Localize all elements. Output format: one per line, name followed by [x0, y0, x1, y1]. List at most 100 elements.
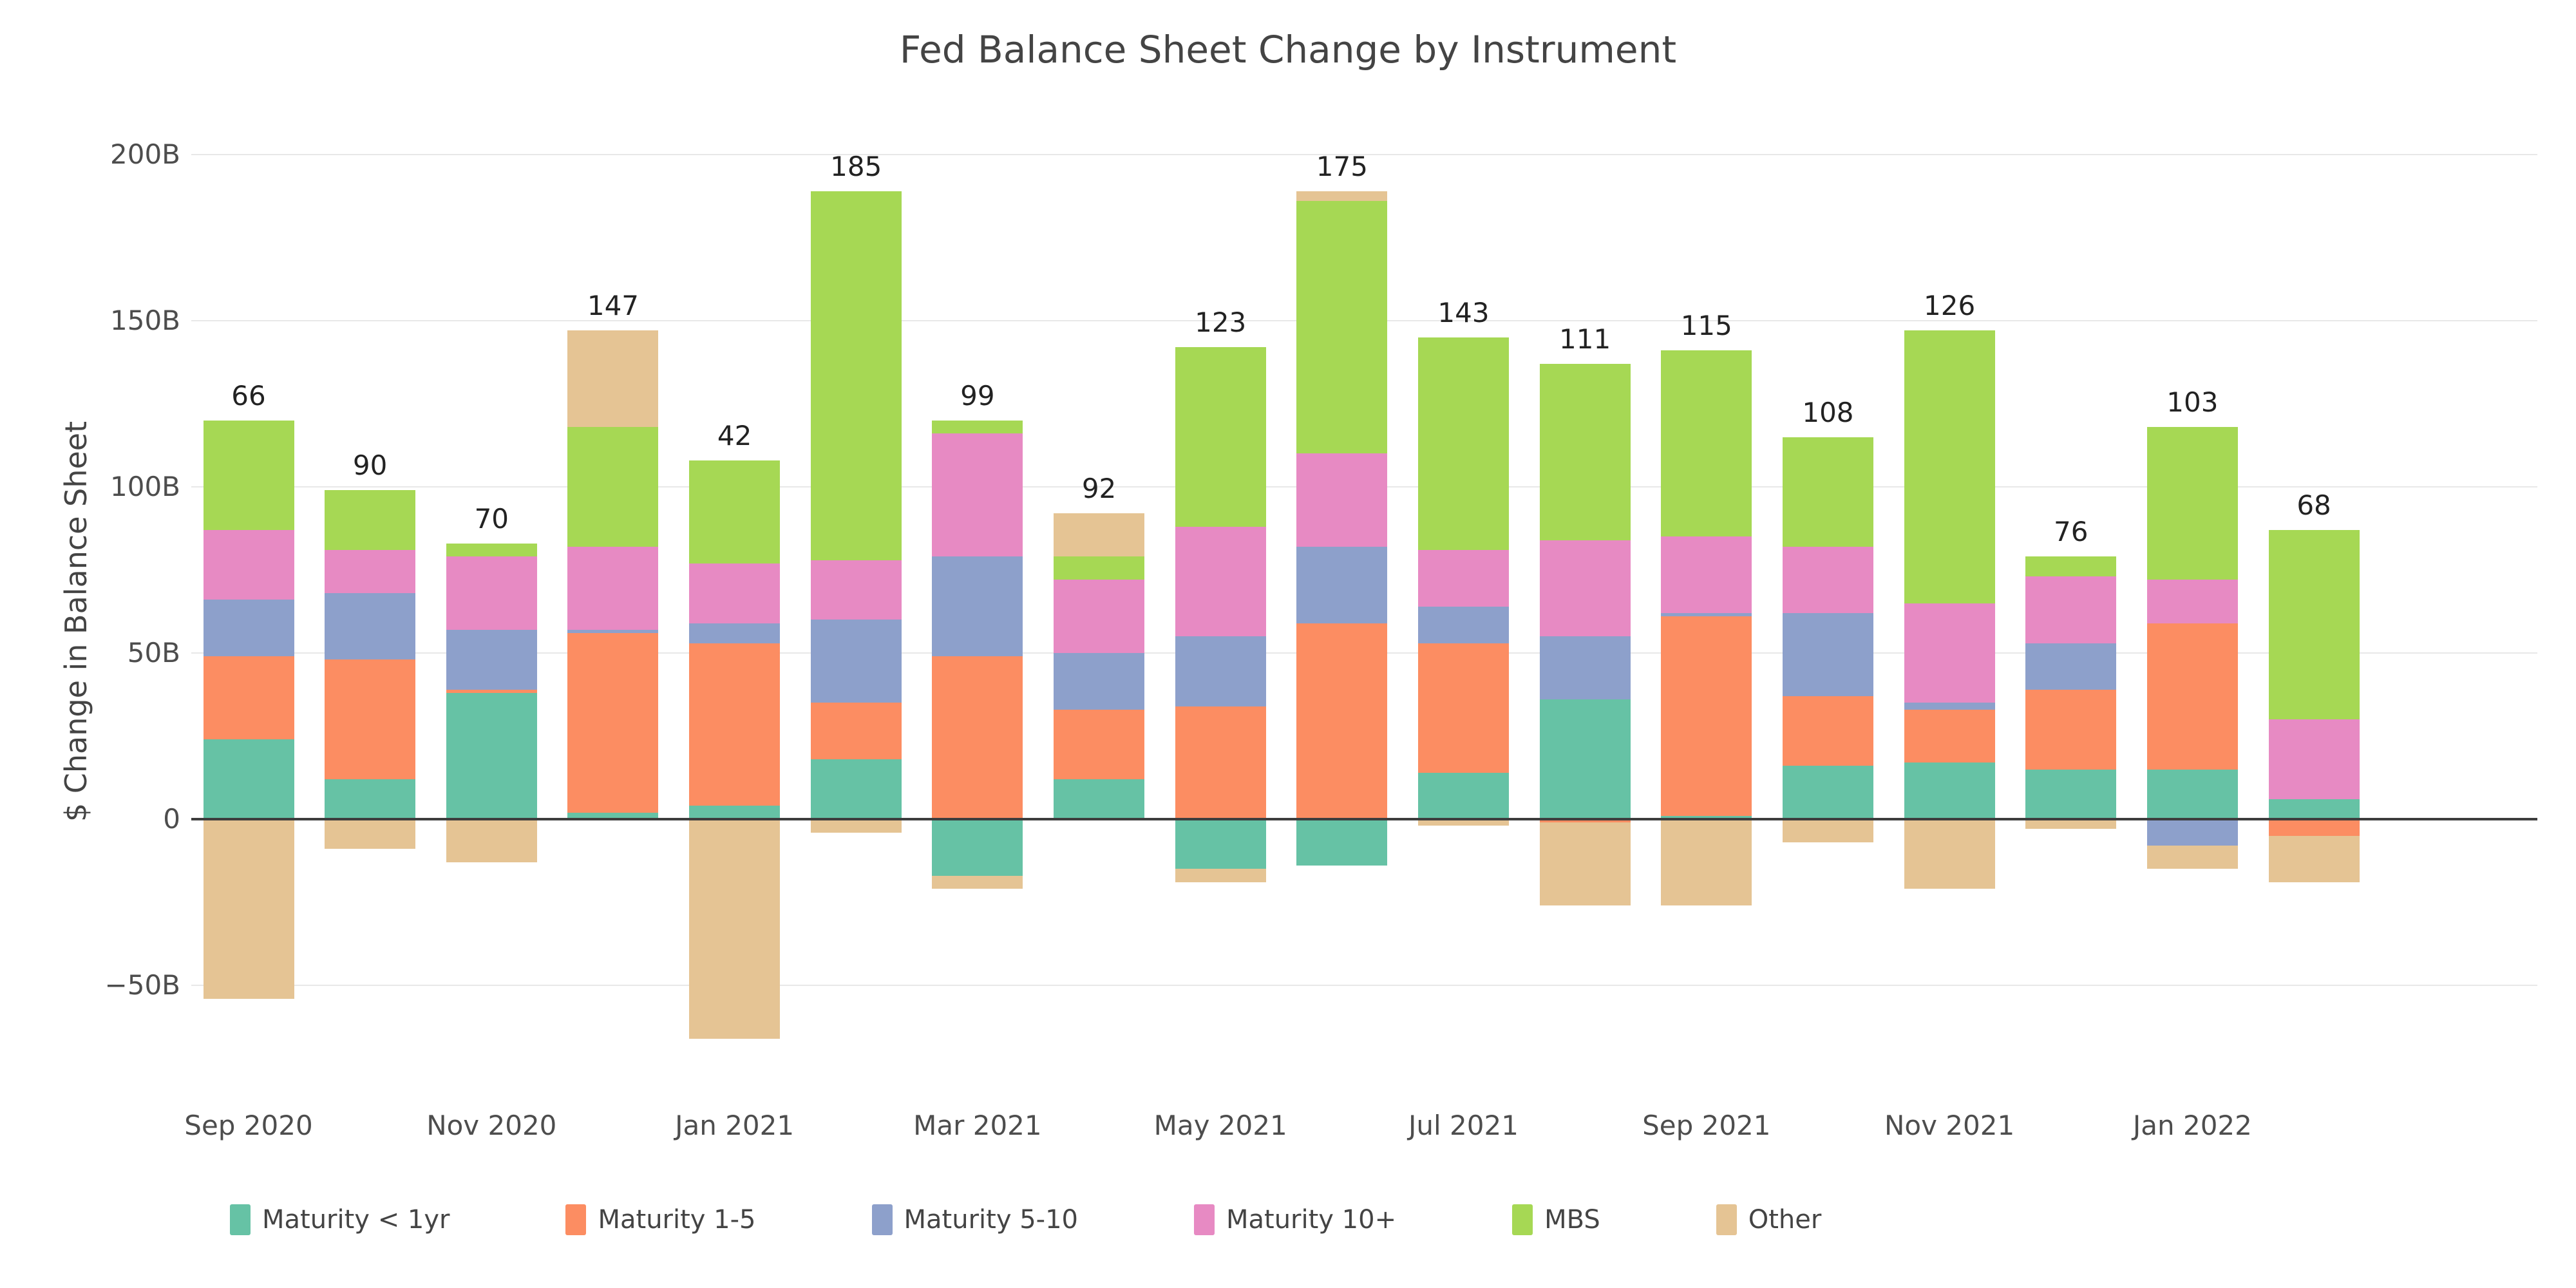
bar-segment-other[interactable]: [1054, 513, 1145, 557]
bar-segment-maturity-lt-1yr[interactable]: [1539, 699, 1631, 819]
bar-segment-mbs[interactable]: [2025, 556, 2117, 577]
bar-segment-mbs[interactable]: [446, 543, 537, 557]
bar-segment-maturity-5-10[interactable]: [1661, 613, 1752, 617]
bar-segment-maturity-5-10[interactable]: [2025, 643, 2117, 690]
bar-segment-maturity-1-5[interactable]: [1661, 616, 1752, 816]
bar-segment-mbs[interactable]: [567, 427, 659, 547]
bar-segment-maturity-lt-1yr[interactable]: [2268, 799, 2360, 819]
bar-segment-other[interactable]: [203, 819, 294, 999]
bar-segment-maturity-1-5[interactable]: [1054, 709, 1145, 780]
bar-segment-maturity-lt-1yr[interactable]: [2146, 769, 2238, 819]
bar-segment-maturity-10-plus[interactable]: [810, 560, 902, 620]
bar-segment-other[interactable]: [2146, 846, 2238, 869]
bar-segment-maturity-1-5[interactable]: [1175, 706, 1266, 819]
bar-segment-maturity-10-plus[interactable]: [1418, 550, 1509, 607]
bar-segment-maturity-10-plus[interactable]: [2268, 719, 2360, 800]
bar-segment-maturity-5-10[interactable]: [1296, 546, 1388, 623]
bar-segment-maturity-10-plus[interactable]: [1539, 540, 1631, 637]
bar-segment-mbs[interactable]: [810, 191, 902, 560]
bar-segment-maturity-lt-1yr[interactable]: [567, 812, 659, 819]
bar-segment-other[interactable]: [1418, 819, 1509, 826]
bar-segment-other[interactable]: [567, 330, 659, 428]
bar-segment-maturity-10-plus[interactable]: [1296, 453, 1388, 547]
bar-segment-other[interactable]: [1661, 819, 1752, 906]
bar-segment-maturity-lt-1yr[interactable]: [1175, 819, 1266, 869]
bar-segment-mbs[interactable]: [689, 460, 781, 564]
bar-segment-maturity-5-10[interactable]: [567, 629, 659, 634]
bar-segment-maturity-1-5[interactable]: [2025, 689, 2117, 770]
bar-segment-other[interactable]: [2268, 835, 2360, 883]
bar-segment-other[interactable]: [446, 819, 537, 863]
bar-segment-maturity-lt-1yr[interactable]: [1418, 772, 1509, 819]
bar-segment-other[interactable]: [325, 819, 416, 849]
bar-segment-maturity-lt-1yr[interactable]: [203, 739, 294, 819]
bar-segment-maturity-5-10[interactable]: [689, 623, 781, 643]
bar-segment-other[interactable]: [810, 819, 902, 833]
bar-segment-maturity-10-plus[interactable]: [1661, 536, 1752, 614]
bar-segment-maturity-5-10[interactable]: [203, 600, 294, 657]
bar-segment-maturity-10-plus[interactable]: [203, 530, 294, 600]
bar-segment-maturity-10-plus[interactable]: [325, 550, 416, 594]
bar-segment-maturity-1-5[interactable]: [567, 633, 659, 813]
bar-segment-maturity-10-plus[interactable]: [1175, 526, 1266, 637]
bar-segment-maturity-1-5[interactable]: [446, 689, 537, 693]
legend-item-maturity-10-plus[interactable]: Maturity 10+: [1193, 1204, 1396, 1235]
bar-segment-maturity-lt-1yr[interactable]: [1054, 779, 1145, 819]
bar-segment-maturity-1-5[interactable]: [932, 656, 1023, 819]
bar-segment-maturity-1-5[interactable]: [1296, 623, 1388, 819]
bar-segment-other[interactable]: [1904, 819, 1995, 889]
legend-item-maturity-lt-1yr[interactable]: Maturity < 1yr: [230, 1204, 450, 1235]
bar-segment-maturity-5-10[interactable]: [932, 556, 1023, 657]
bar-segment-other[interactable]: [1175, 869, 1266, 883]
bar-segment-maturity-5-10[interactable]: [810, 620, 902, 703]
bar-segment-maturity-1-5[interactable]: [203, 656, 294, 740]
bar-segment-mbs[interactable]: [2146, 427, 2238, 580]
bar-segment-maturity-10-plus[interactable]: [567, 546, 659, 630]
bar-segment-mbs[interactable]: [1904, 330, 1995, 603]
bar-segment-other[interactable]: [689, 819, 781, 1039]
bar-segment-maturity-5-10[interactable]: [1539, 636, 1631, 700]
bar-segment-other[interactable]: [1782, 819, 1873, 843]
legend-item-maturity-1-5[interactable]: Maturity 1-5: [565, 1204, 756, 1235]
bar-segment-maturity-5-10[interactable]: [2146, 819, 2238, 846]
bar-segment-other[interactable]: [1539, 822, 1631, 906]
bar-segment-maturity-lt-1yr[interactable]: [810, 759, 902, 819]
bar-segment-maturity-5-10[interactable]: [446, 629, 537, 690]
bar-segment-maturity-10-plus[interactable]: [2025, 576, 2117, 643]
bar-segment-maturity-10-plus[interactable]: [446, 556, 537, 630]
bar-segment-maturity-1-5[interactable]: [810, 703, 902, 760]
bar-segment-maturity-lt-1yr[interactable]: [1661, 815, 1752, 819]
bar-segment-mbs[interactable]: [203, 420, 294, 531]
legend-item-maturity-5-10[interactable]: Maturity 5-10: [871, 1204, 1078, 1235]
bar-segment-maturity-lt-1yr[interactable]: [446, 692, 537, 819]
bar-segment-mbs[interactable]: [932, 420, 1023, 434]
bar-segment-maturity-10-plus[interactable]: [1782, 546, 1873, 614]
bar-segment-maturity-1-5[interactable]: [1782, 696, 1873, 766]
bar-segment-maturity-lt-1yr[interactable]: [2025, 769, 2117, 819]
bar-segment-mbs[interactable]: [2268, 530, 2360, 720]
bar-segment-mbs[interactable]: [1296, 201, 1388, 454]
bar-segment-maturity-lt-1yr[interactable]: [1296, 819, 1388, 866]
bar-segment-maturity-10-plus[interactable]: [1904, 603, 1995, 703]
bar-segment-maturity-10-plus[interactable]: [2146, 580, 2238, 623]
bar-segment-maturity-lt-1yr[interactable]: [932, 819, 1023, 876]
legend-item-mbs[interactable]: MBS: [1512, 1204, 1600, 1235]
bar-segment-maturity-5-10[interactable]: [1782, 613, 1873, 697]
bar-segment-other[interactable]: [932, 875, 1023, 889]
bar-segment-maturity-5-10[interactable]: [325, 593, 416, 660]
bar-segment-maturity-1-5[interactable]: [1904, 709, 1995, 763]
bar-segment-maturity-1-5[interactable]: [2268, 819, 2360, 836]
bar-segment-maturity-1-5[interactable]: [689, 643, 781, 806]
bar-segment-maturity-5-10[interactable]: [1175, 636, 1266, 706]
bar-segment-mbs[interactable]: [1418, 337, 1509, 551]
bar-segment-maturity-5-10[interactable]: [1904, 703, 1995, 710]
bar-segment-other[interactable]: [1296, 191, 1388, 202]
bar-segment-mbs[interactable]: [325, 490, 416, 551]
bar-segment-mbs[interactable]: [1661, 350, 1752, 537]
bar-segment-maturity-5-10[interactable]: [1418, 606, 1509, 643]
bar-segment-maturity-lt-1yr[interactable]: [1782, 766, 1873, 819]
legend-item-other[interactable]: Other: [1716, 1204, 1821, 1235]
bar-segment-other[interactable]: [2025, 819, 2117, 829]
bar-segment-maturity-lt-1yr[interactable]: [689, 806, 781, 819]
bar-segment-maturity-1-5[interactable]: [325, 659, 416, 780]
